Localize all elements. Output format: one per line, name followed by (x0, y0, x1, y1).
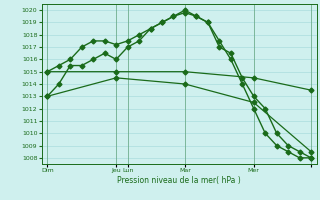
X-axis label: Pression niveau de la mer( hPa ): Pression niveau de la mer( hPa ) (117, 176, 241, 185)
